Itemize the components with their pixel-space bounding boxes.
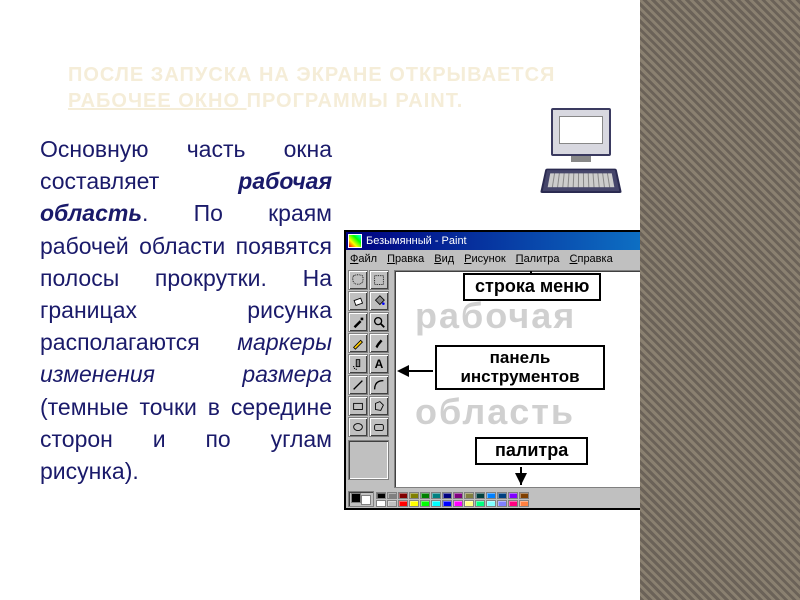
swatch[interactable] (376, 492, 386, 499)
swatch[interactable] (497, 492, 507, 499)
tool-ellipse[interactable] (348, 417, 368, 437)
label-menu-bar: строка меню (463, 273, 601, 301)
label-toolbox: панель инструментов (435, 345, 605, 390)
paint-app-icon (348, 234, 362, 248)
swatch[interactable] (409, 492, 419, 499)
arrow-to-tools-icon (397, 365, 409, 377)
tool-select[interactable] (369, 270, 389, 290)
heading-underlined: РАБОЧЕЕ ОКНО (68, 90, 247, 112)
tool-roundrect[interactable] (369, 417, 389, 437)
tool-pencil[interactable] (348, 333, 368, 353)
tool-text[interactable]: A (369, 354, 389, 374)
swatch[interactable] (376, 500, 386, 507)
swatch[interactable] (409, 500, 419, 507)
body-paragraph: Основную часть окна составляет рабочая о… (40, 133, 332, 487)
swatch[interactable] (453, 492, 463, 499)
background-color-swatch[interactable] (361, 495, 371, 505)
swatch[interactable] (453, 500, 463, 507)
tool-fill[interactable] (369, 291, 389, 311)
swatch[interactable] (442, 492, 452, 499)
menu-help[interactable]: Справка (570, 253, 613, 265)
swatch[interactable] (431, 500, 441, 507)
tool-rect[interactable] (348, 396, 368, 416)
decorative-sidebar (640, 0, 800, 600)
menu-image[interactable]: Рисунок (464, 253, 506, 265)
tool-airbrush[interactable] (348, 354, 368, 374)
tool-options[interactable] (348, 440, 389, 480)
swatch[interactable] (464, 492, 474, 499)
swatch[interactable] (486, 500, 496, 507)
swatch[interactable] (420, 492, 430, 499)
swatch[interactable] (387, 492, 397, 499)
slide-area: ПОСЛЕ ЗАПУСКА НА ЭКРАНЕ ОТКРЫВАЕТСЯ РАБО… (0, 0, 640, 600)
swatch[interactable] (519, 500, 529, 507)
swatch[interactable] (519, 492, 529, 499)
swatch[interactable] (464, 500, 474, 507)
swatch[interactable] (497, 500, 507, 507)
monitor-stand (571, 156, 591, 162)
menu-view[interactable]: Вид (434, 253, 454, 265)
current-colors[interactable] (348, 491, 374, 507)
heading-part2: ПРОГРАММЫ PAINT. (247, 90, 464, 112)
body-t3: (темные точки в середине сторон и по угл… (40, 394, 332, 484)
label-palette: палитра (475, 437, 588, 465)
canvas-ghost-text-1: рабочая (415, 295, 576, 337)
heading-part1: ПОСЛЕ ЗАПУСКА НА ЭКРАНЕ ОТКРЫВАЕТСЯ (68, 64, 555, 86)
swatch[interactable] (398, 492, 408, 499)
swatch-grid (376, 492, 529, 507)
tool-line[interactable] (348, 375, 368, 395)
swatch[interactable] (508, 500, 518, 507)
monitor-icon (551, 108, 611, 156)
menu-file[interactable]: Файл (350, 253, 377, 265)
tool-picker[interactable] (348, 312, 368, 332)
toolbox[interactable]: A (346, 268, 392, 490)
menu-palette[interactable]: Палитра (516, 253, 560, 265)
slide-heading: ПОСЛЕ ЗАПУСКА НА ЭКРАНЕ ОТКРЫВАЕТСЯ РАБО… (68, 62, 598, 114)
swatch[interactable] (387, 500, 397, 507)
arrow-to-palette-icon (515, 473, 527, 485)
swatch[interactable] (420, 500, 430, 507)
computer-clipart (536, 108, 626, 208)
canvas-ghost-text-2: область (415, 391, 575, 433)
tool-brush[interactable] (369, 333, 389, 353)
swatch[interactable] (431, 492, 441, 499)
foreground-color-swatch[interactable] (351, 493, 361, 503)
swatch[interactable] (475, 500, 485, 507)
keyboard-icon (540, 169, 622, 193)
tool-magnifier[interactable] (369, 312, 389, 332)
swatch[interactable] (475, 492, 485, 499)
swatch[interactable] (398, 500, 408, 507)
tool-polygon[interactable] (369, 396, 389, 416)
swatch[interactable] (508, 492, 518, 499)
swatch[interactable] (442, 500, 452, 507)
tool-freeform-select[interactable] (348, 270, 368, 290)
tool-curve[interactable] (369, 375, 389, 395)
tool-eraser[interactable] (348, 291, 368, 311)
window-title: Безымянный - Paint (366, 235, 649, 247)
menu-edit[interactable]: Правка (387, 253, 424, 265)
swatch[interactable] (486, 492, 496, 499)
